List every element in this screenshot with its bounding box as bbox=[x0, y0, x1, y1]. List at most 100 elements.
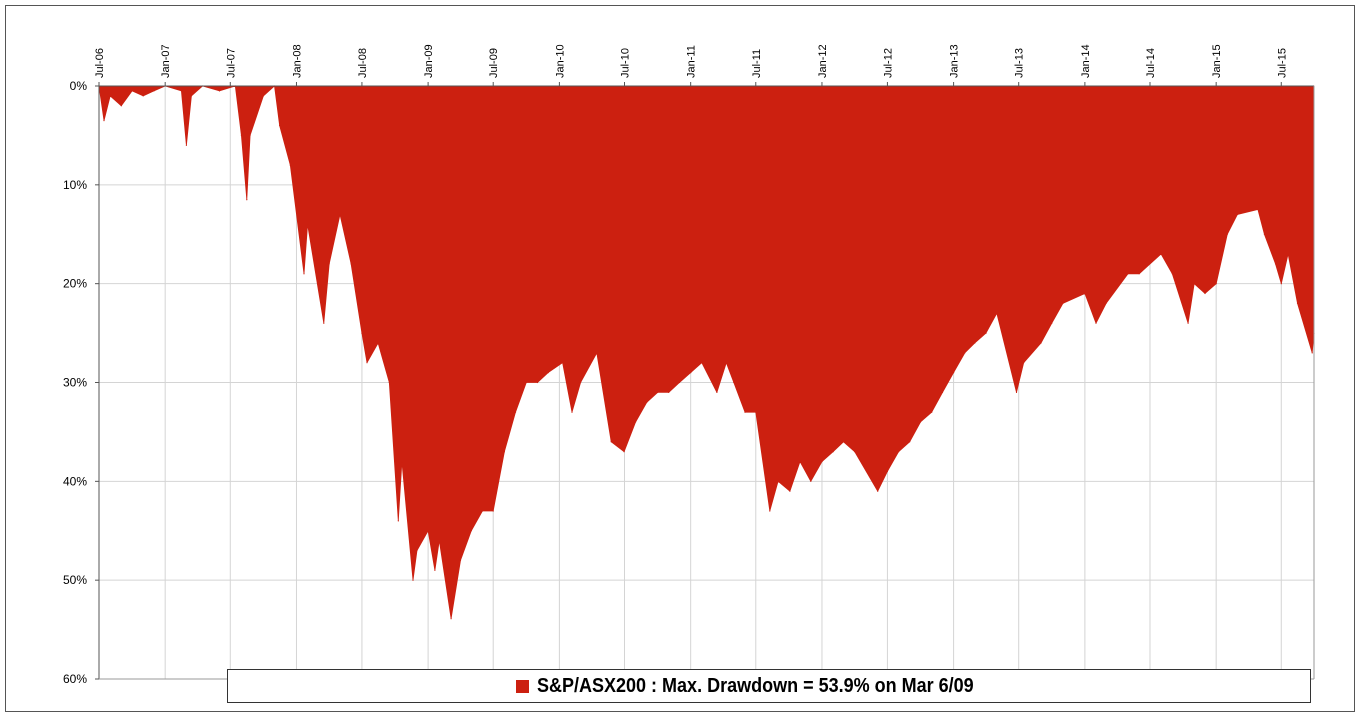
series-area-layer bbox=[98, 85, 1315, 620]
x-tick-label: Jul-06 bbox=[94, 48, 106, 78]
data-point bbox=[536, 381, 539, 384]
data-point bbox=[361, 332, 363, 334]
data-point bbox=[262, 95, 264, 97]
data-point bbox=[789, 490, 791, 492]
data-point bbox=[427, 530, 429, 532]
data-point bbox=[470, 530, 472, 532]
data-point bbox=[109, 95, 111, 97]
data-point bbox=[678, 381, 681, 384]
x-tick-label: Jan-09 bbox=[423, 44, 435, 78]
data-point bbox=[733, 381, 735, 384]
data-point bbox=[323, 322, 325, 324]
data-point bbox=[1023, 362, 1025, 364]
legend: S&P/ASX200 : Max. Drawdown = 53.9% on Ma… bbox=[227, 669, 1311, 703]
data-point bbox=[744, 411, 746, 413]
data-point bbox=[412, 579, 414, 581]
data-point bbox=[438, 540, 440, 542]
data-point bbox=[1127, 273, 1129, 275]
data-point bbox=[668, 391, 670, 393]
data-point bbox=[307, 223, 309, 225]
data-point bbox=[218, 90, 221, 92]
x-tick-label: Jul-14 bbox=[1145, 48, 1157, 78]
data-point bbox=[416, 549, 418, 552]
data-point bbox=[799, 461, 801, 463]
y-tick-label: 20% bbox=[63, 277, 87, 291]
data-point bbox=[240, 134, 242, 136]
data-point bbox=[580, 381, 582, 384]
data-point bbox=[503, 451, 505, 453]
data-point bbox=[1236, 213, 1238, 216]
y-tick-label: 10% bbox=[63, 178, 87, 192]
x-tick-label: Jan-13 bbox=[949, 44, 961, 78]
data-point bbox=[153, 90, 155, 92]
legend-swatch bbox=[515, 679, 529, 693]
data-point bbox=[909, 441, 911, 443]
data-point bbox=[1105, 302, 1107, 304]
data-point bbox=[366, 362, 368, 364]
x-tick-label: Jul-08 bbox=[357, 48, 369, 78]
data-point bbox=[1280, 283, 1282, 285]
data-point bbox=[481, 510, 483, 512]
data-point bbox=[1226, 233, 1228, 235]
data-point bbox=[953, 372, 955, 374]
data-point bbox=[339, 213, 341, 216]
data-point bbox=[1040, 342, 1042, 344]
data-point bbox=[1160, 253, 1162, 255]
data-point bbox=[450, 618, 452, 620]
data-point bbox=[1287, 253, 1289, 255]
data-point bbox=[185, 144, 187, 146]
data-point bbox=[810, 480, 812, 482]
data-point bbox=[832, 451, 834, 453]
x-tick-label: Jul-09 bbox=[488, 48, 500, 78]
data-point bbox=[1215, 283, 1217, 285]
data-point bbox=[571, 411, 573, 413]
data-point bbox=[303, 273, 305, 275]
data-point bbox=[610, 441, 612, 443]
data-point bbox=[1138, 273, 1140, 275]
data-point bbox=[769, 510, 771, 512]
data-point bbox=[931, 411, 933, 413]
data-point bbox=[397, 520, 399, 522]
data-point bbox=[103, 120, 105, 122]
data-point bbox=[142, 95, 144, 97]
x-tick-label: Jul-07 bbox=[225, 48, 237, 78]
x-tick-label: Jan-07 bbox=[160, 44, 172, 78]
data-point bbox=[562, 362, 564, 364]
data-point bbox=[854, 451, 856, 453]
data-point bbox=[388, 381, 390, 384]
data-point bbox=[120, 105, 122, 107]
data-point bbox=[596, 352, 598, 354]
data-point bbox=[657, 391, 659, 393]
x-tick-label: Jan-10 bbox=[554, 44, 566, 78]
x-tick-label: Jul-12 bbox=[882, 48, 894, 78]
data-point bbox=[898, 451, 900, 453]
data-point bbox=[725, 362, 727, 364]
data-point bbox=[635, 421, 637, 423]
x-tick-label: Jan-08 bbox=[291, 44, 303, 78]
data-point bbox=[547, 372, 549, 374]
data-point bbox=[821, 461, 823, 463]
data-point bbox=[1263, 233, 1265, 235]
data-point bbox=[886, 470, 889, 472]
data-point bbox=[1095, 322, 1097, 324]
data-point bbox=[190, 95, 192, 97]
data-point bbox=[350, 263, 352, 265]
data-point bbox=[1187, 322, 1189, 324]
data-point bbox=[401, 461, 403, 463]
data-point bbox=[1257, 208, 1259, 211]
x-tick-label: Jul-11 bbox=[751, 49, 763, 78]
x-tick-label: Jul-10 bbox=[619, 48, 631, 78]
data-point bbox=[1015, 391, 1018, 393]
data-point bbox=[755, 411, 757, 413]
data-point bbox=[1062, 302, 1064, 304]
data-point bbox=[1311, 352, 1313, 354]
data-point bbox=[1171, 273, 1173, 275]
data-point bbox=[877, 490, 879, 492]
data-point bbox=[646, 401, 648, 403]
x-tick-label: Jul-15 bbox=[1276, 48, 1288, 78]
y-axis-ticks: 0% 10% 20% 30% 40% 50% 60% bbox=[63, 79, 99, 686]
data-point bbox=[249, 134, 251, 136]
data-point bbox=[434, 569, 436, 571]
data-point bbox=[1296, 302, 1299, 304]
